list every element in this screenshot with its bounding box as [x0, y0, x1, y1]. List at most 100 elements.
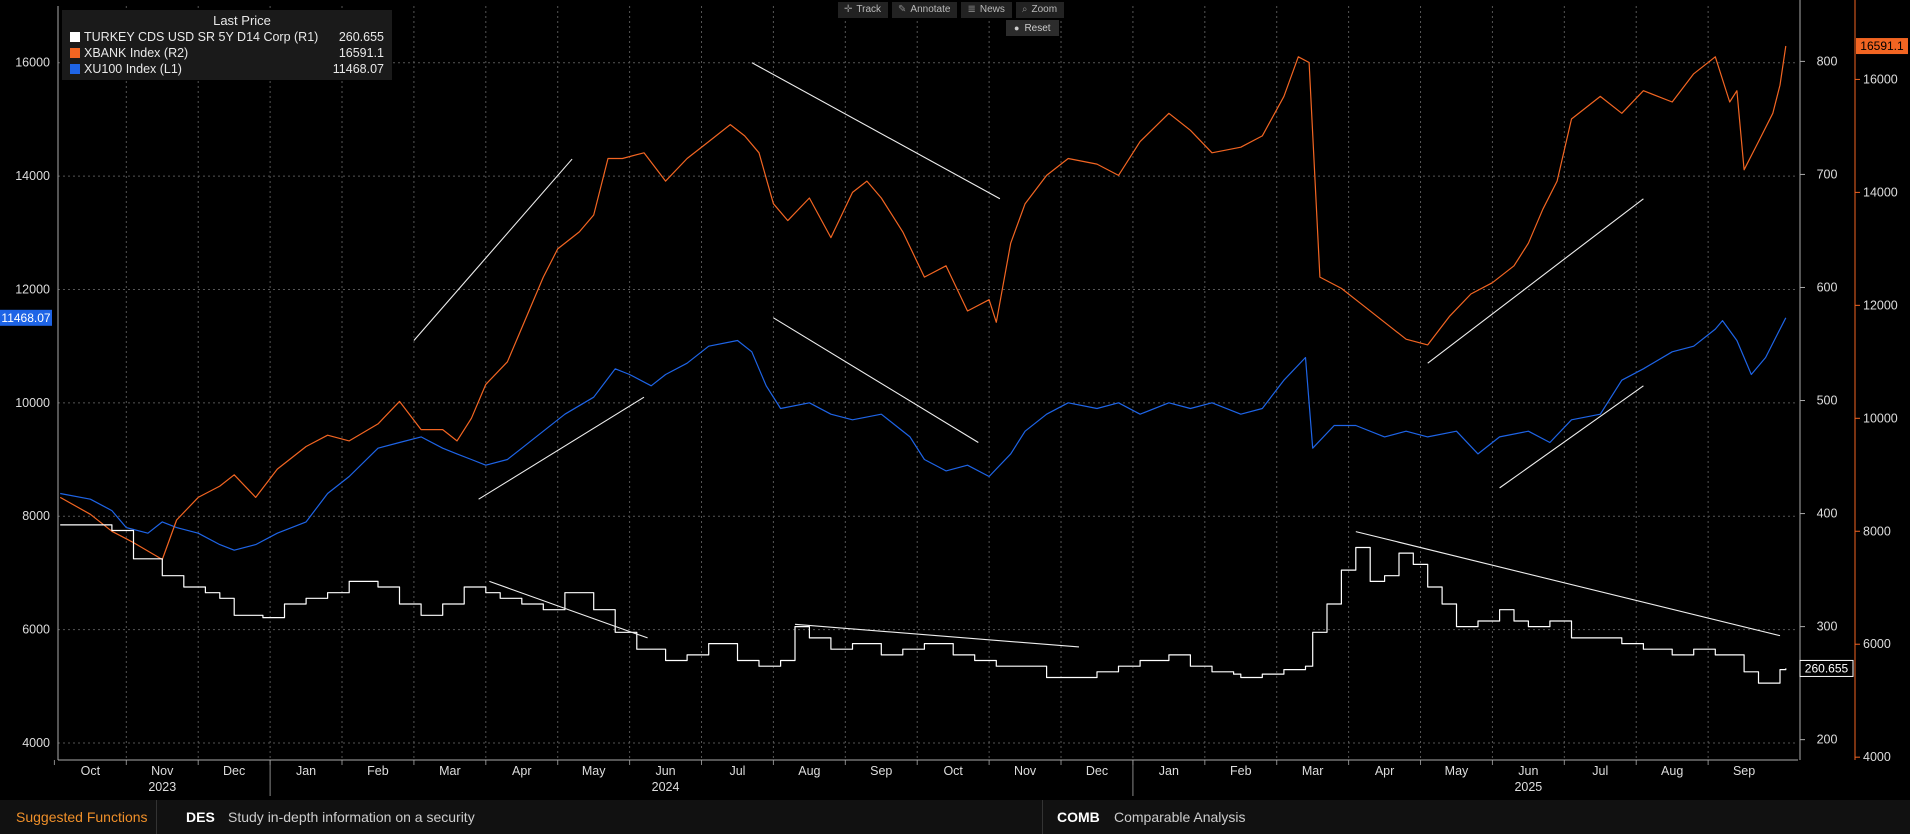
legend-value: 11468.07: [332, 62, 384, 76]
trend-line[interactable]: [478, 396, 645, 500]
zoom-label: Zoom: [1031, 4, 1058, 15]
trend-line[interactable]: [751, 62, 1001, 200]
annotate-button[interactable]: ✎ Annotate: [892, 2, 958, 18]
legend-item-xbank[interactable]: XBANK Index (R2) 16591.1: [62, 45, 392, 61]
last-value-badge-r2: [1856, 38, 1908, 55]
last-value-label-r2: 16591.1: [1860, 39, 1904, 53]
suggested-functions-label[interactable]: Suggested Functions: [16, 809, 148, 825]
news-button[interactable]: ≣ News: [961, 2, 1012, 18]
magnifier-icon: ⌕: [1021, 4, 1028, 15]
trend-line[interactable]: [489, 580, 648, 639]
legend-label: XU100 Index (L1): [84, 62, 182, 76]
zoom-button[interactable]: ⌕ Zoom: [1015, 2, 1065, 18]
trend-line[interactable]: [1427, 198, 1644, 364]
legend-value: 260.655: [338, 30, 384, 44]
x-axis-month-label: Mar: [439, 764, 461, 778]
left-axis-tick-label: 10000: [15, 396, 50, 410]
x-axis-month-label: Sep: [1733, 764, 1755, 778]
legend-swatch: [70, 32, 80, 42]
crosshair-icon: ✛: [844, 4, 853, 15]
left-axis-tick-label: 14000: [15, 169, 50, 183]
x-axis-month-label: Jul: [1592, 764, 1608, 778]
series-line-r2[interactable]: [59, 45, 1787, 561]
series-line-r1[interactable]: [60, 524, 1787, 684]
trend-line[interactable]: [1499, 385, 1644, 489]
x-axis-month-label: Dec: [223, 764, 245, 778]
x-axis-month-label: Jun: [1518, 764, 1538, 778]
legend-label: XBANK Index (R2): [84, 46, 189, 60]
trend-line[interactable]: [1355, 531, 1781, 637]
trend-line[interactable]: [413, 158, 573, 341]
x-axis-month-label: Feb: [1230, 764, 1252, 778]
x-axis-month-label: Nov: [151, 764, 174, 778]
footer-divider: [1042, 800, 1043, 834]
left-axis-tick-label: 6000: [22, 623, 50, 637]
legend-header: Last Price: [213, 13, 271, 28]
track-button[interactable]: ✛ Track: [838, 2, 889, 18]
pencil-icon: ✎: [898, 4, 907, 15]
trend-lines: [413, 62, 1781, 648]
left-axis-tick-label: 4000: [22, 736, 50, 750]
comb-function-code[interactable]: COMB: [1057, 809, 1100, 825]
x-axis-month-label: Aug: [1661, 764, 1683, 778]
right-axis-r1-tick-label: 400: [1817, 507, 1838, 521]
legend-item-xu100[interactable]: XU100 Index (L1) 11468.07: [62, 61, 392, 77]
trend-line[interactable]: [773, 317, 979, 443]
x-axis-month-label: Apr: [1375, 764, 1394, 778]
x-axis-year-label: 2025: [1514, 780, 1542, 794]
right-axis-r1-tick-label: 200: [1817, 733, 1838, 747]
left-axis-tick-label: 8000: [22, 509, 50, 523]
last-value-badge-r1: [1799, 659, 1854, 677]
x-axis-month-label: Jan: [296, 764, 316, 778]
right-axis-r2-tick-label: 6000: [1863, 637, 1891, 651]
x-axis-month-label: Oct: [81, 764, 101, 778]
right-axis-r1-tick-label: 500: [1817, 394, 1838, 408]
des-function-description[interactable]: Study in-depth information on a security: [228, 809, 475, 825]
trend-line[interactable]: [794, 623, 1080, 648]
right-axis-r2-tick-label: 8000: [1863, 524, 1891, 538]
last-value-label-l1: 11468.07: [1, 311, 50, 325]
comb-function-description[interactable]: Comparable Analysis: [1114, 809, 1246, 825]
chart-toolbar: ✛ Track ✎ Annotate ≣ News ⌕ Zoom: [838, 2, 1065, 18]
x-axis-month-label: May: [582, 764, 606, 778]
legend-swatch: [70, 64, 80, 74]
x-axis-month-label: Mar: [1302, 764, 1324, 778]
last-value-label-r1: 260.655: [1805, 661, 1849, 675]
x-axis-month-label: Nov: [1014, 764, 1037, 778]
series-layer: [59, 45, 1787, 684]
right-axis-r1-tick-label: 600: [1817, 280, 1838, 294]
right-axis-r1-tick-label: 300: [1817, 620, 1838, 634]
chart-area[interactable]: 4000 6000 8000 10000 12000 14000 16000 Oct Nov De…: [0, 0, 1910, 800]
right-axis-r2-tick-label: 10000: [1863, 411, 1898, 425]
x-axis-month-label: Jan: [1159, 764, 1179, 778]
x-axis-month-label: May: [1445, 764, 1469, 778]
left-axis-tick-label: 12000: [15, 282, 50, 296]
legend-value: 16591.1: [338, 46, 384, 60]
reset-icon: ●: [1014, 23, 1020, 33]
x-axis-year-label: 2023: [148, 780, 176, 794]
reset-button[interactable]: ● Reset: [1006, 20, 1059, 36]
legend: Last Price TURKEY CDS USD SR 5Y D14 Corp…: [62, 10, 392, 80]
legend-item-cds[interactable]: TURKEY CDS USD SR 5Y D14 Corp (R1) 260.6…: [62, 29, 392, 45]
x-axis-month-label: Sep: [870, 764, 892, 778]
x-axis-month-label: Feb: [367, 764, 389, 778]
right-axis-r2-tick-label: 14000: [1863, 185, 1898, 199]
reset-label: Reset: [1024, 23, 1051, 34]
x-axis-month-label: Dec: [1086, 764, 1108, 778]
axes: [53, 0, 1860, 796]
x-axis-month-label: Oct: [943, 764, 963, 778]
x-axis-month-label: Apr: [512, 764, 531, 778]
series-line-l1[interactable]: [60, 317, 1787, 551]
annotate-label: Annotate: [910, 4, 951, 15]
x-axis-year-label: 2024: [652, 780, 680, 794]
des-function-code[interactable]: DES: [186, 809, 215, 825]
right-axis-r2-tick-label: 12000: [1863, 298, 1898, 312]
news-label: News: [979, 4, 1005, 15]
left-axis-tick-label: 16000: [15, 56, 50, 70]
right-axis-r1-tick-label: 700: [1817, 167, 1838, 181]
right-axis-r2-tick-label: 4000: [1863, 750, 1891, 764]
footer-divider: [156, 800, 157, 834]
news-icon: ≣: [967, 4, 976, 15]
right-axis-r1-tick-label: 800: [1817, 54, 1838, 68]
x-axis-month-label: Jul: [729, 764, 745, 778]
